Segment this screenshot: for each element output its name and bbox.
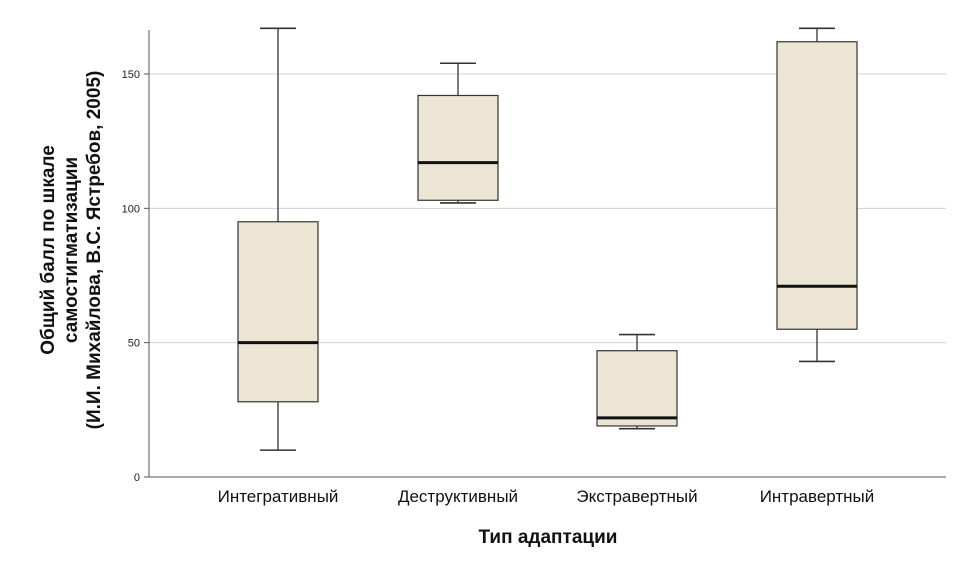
box-group bbox=[417, 62, 499, 204]
category-label: Деструктивный bbox=[398, 487, 518, 506]
y-tick-label: 100 bbox=[122, 203, 140, 215]
iqr-box bbox=[237, 221, 319, 403]
iqr-box bbox=[417, 94, 499, 201]
y-axis-title: Общий балл по шкале самостигматизации (И.И… bbox=[38, 71, 105, 430]
iqr-box bbox=[776, 41, 858, 330]
y-axis-title-line: (И.И. Михайлова, В.С. Ястребов, 2005) bbox=[84, 71, 105, 430]
axis-layer bbox=[144, 30, 946, 478]
label-layer: 0 50 100 150 Интегративный Деструктивный Экстр… bbox=[122, 69, 875, 506]
box-group bbox=[596, 333, 678, 430]
y-axis-title-line: Общий балл по шкале bbox=[38, 145, 59, 355]
y-axis-title-line: самостигматизации bbox=[61, 157, 82, 343]
box-layer bbox=[237, 27, 858, 451]
iqr-box bbox=[596, 350, 678, 427]
x-axis-title: Тип адаптации bbox=[479, 527, 618, 548]
y-tick-label: 50 bbox=[128, 338, 140, 350]
category-label: Интравертный bbox=[760, 487, 875, 506]
y-tick-label: 0 bbox=[134, 472, 140, 484]
box-group bbox=[237, 27, 319, 451]
category-label: Экстравертный bbox=[576, 487, 697, 506]
box-group bbox=[776, 27, 858, 363]
category-label: Интегративный bbox=[218, 487, 339, 506]
y-tick-label: 150 bbox=[122, 69, 140, 81]
